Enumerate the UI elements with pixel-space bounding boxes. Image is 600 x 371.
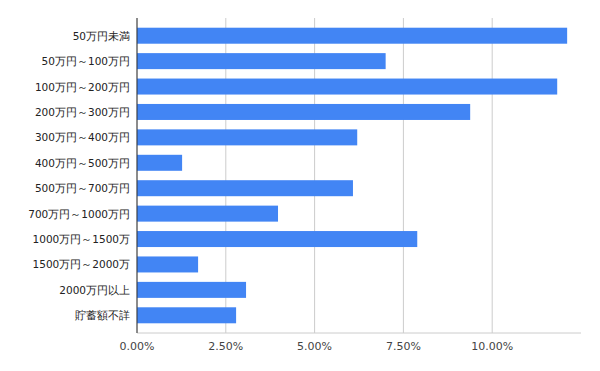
chart: 0.00% 2.50% 5.00% 7.50% 10.00% 50万円未満 50万円～100… bbox=[0, 0, 600, 371]
category-label: 700万円～1000万円 bbox=[28, 208, 130, 220]
category-label: 貯蓄額不詳 bbox=[75, 309, 130, 321]
tick-label: 7.50% bbox=[386, 340, 421, 353]
bar bbox=[137, 28, 567, 44]
baseline bbox=[137, 18, 138, 333]
tick-label: 2.50% bbox=[208, 340, 243, 353]
grid-line bbox=[403, 18, 404, 333]
bar bbox=[137, 104, 470, 120]
bar bbox=[137, 155, 182, 171]
bar bbox=[137, 307, 236, 323]
bar bbox=[137, 180, 353, 196]
bar bbox=[137, 79, 557, 95]
bars bbox=[137, 28, 567, 324]
bar bbox=[137, 53, 386, 69]
tick-label: 10.00% bbox=[471, 340, 513, 353]
category-label: 2000万円以上 bbox=[59, 284, 130, 296]
tick-label: 5.00% bbox=[297, 340, 332, 353]
category-label: 400万円～500万円 bbox=[35, 157, 130, 169]
bar bbox=[137, 256, 198, 272]
grid-line bbox=[492, 18, 493, 333]
category-label: 1500万円～2000万 bbox=[33, 258, 130, 270]
category-label: 500万円～700万円 bbox=[35, 182, 130, 194]
tick-label: 0.00% bbox=[120, 340, 155, 353]
bar bbox=[137, 129, 357, 145]
axis-line bbox=[137, 333, 581, 334]
category-label: 100万円～200万円 bbox=[35, 81, 130, 93]
bar bbox=[137, 231, 417, 247]
bar bbox=[137, 282, 246, 298]
category-label: 50万円未満 bbox=[73, 30, 130, 42]
category-label: 200万円～300万円 bbox=[35, 106, 130, 118]
category-label: 300万円～400万円 bbox=[35, 131, 130, 143]
grid-line bbox=[137, 18, 138, 333]
bar bbox=[137, 206, 278, 222]
category-label: 50万円～100万円 bbox=[42, 55, 130, 67]
category-label: 1000万円～1500万 bbox=[33, 233, 130, 245]
